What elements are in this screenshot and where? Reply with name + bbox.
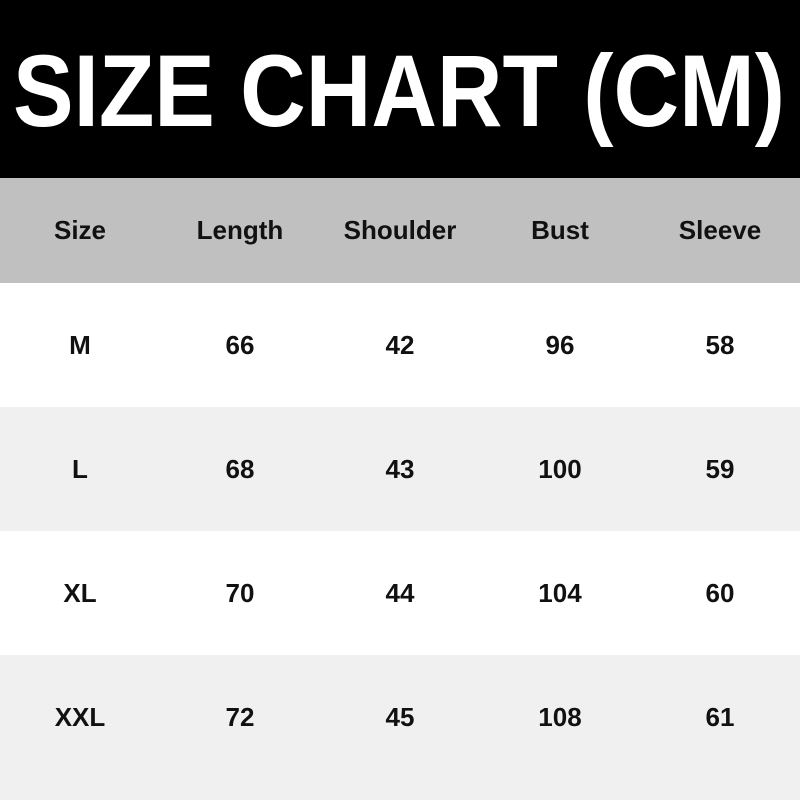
cell-size: XXL <box>54 702 106 732</box>
table-row: XL 70 44 104 60 <box>0 531 800 655</box>
header-sleeve: Sleeve <box>678 215 762 245</box>
page-title: SIZE CHART (CM) <box>13 34 785 148</box>
cell-length: 66 <box>225 329 255 360</box>
header-size: Size <box>53 215 107 245</box>
cell-length: 72 <box>225 702 255 732</box>
cell-size: L <box>72 453 88 484</box>
title-svg: SIZE CHART (CM) <box>13 34 785 148</box>
cell-sleeve: 61 <box>705 702 735 732</box>
cell-length: 70 <box>225 577 255 608</box>
title-banner: SIZE CHART (CM) <box>0 0 800 178</box>
cell-shoulder: 43 <box>385 453 415 484</box>
table-row: M 66 42 96 58 <box>0 283 800 407</box>
cell-bust: 100 <box>538 453 582 484</box>
cell-sleeve: 58 <box>705 329 735 360</box>
table-row: L 68 43 100 59 <box>0 407 800 531</box>
header-shoulder: Shoulder <box>343 215 457 245</box>
cell-sleeve: 60 <box>705 577 735 608</box>
header-bust: Bust <box>531 215 589 245</box>
cell-bust: 104 <box>538 577 582 608</box>
cell-size: M <box>69 329 91 360</box>
header-length: Length <box>196 215 284 245</box>
table-row: XXL 72 45 108 61 <box>0 655 800 800</box>
cell-shoulder: 44 <box>385 577 415 608</box>
cell-sleeve: 59 <box>705 453 735 484</box>
cell-length: 68 <box>225 453 255 484</box>
cell-bust: 108 <box>538 702 582 732</box>
cell-bust: 96 <box>545 329 575 360</box>
cell-size: XL <box>63 577 97 608</box>
table-header: Size Length Shoulder Bust Sleeve <box>0 178 800 283</box>
cell-shoulder: 42 <box>385 329 415 360</box>
cell-shoulder: 45 <box>385 702 415 732</box>
